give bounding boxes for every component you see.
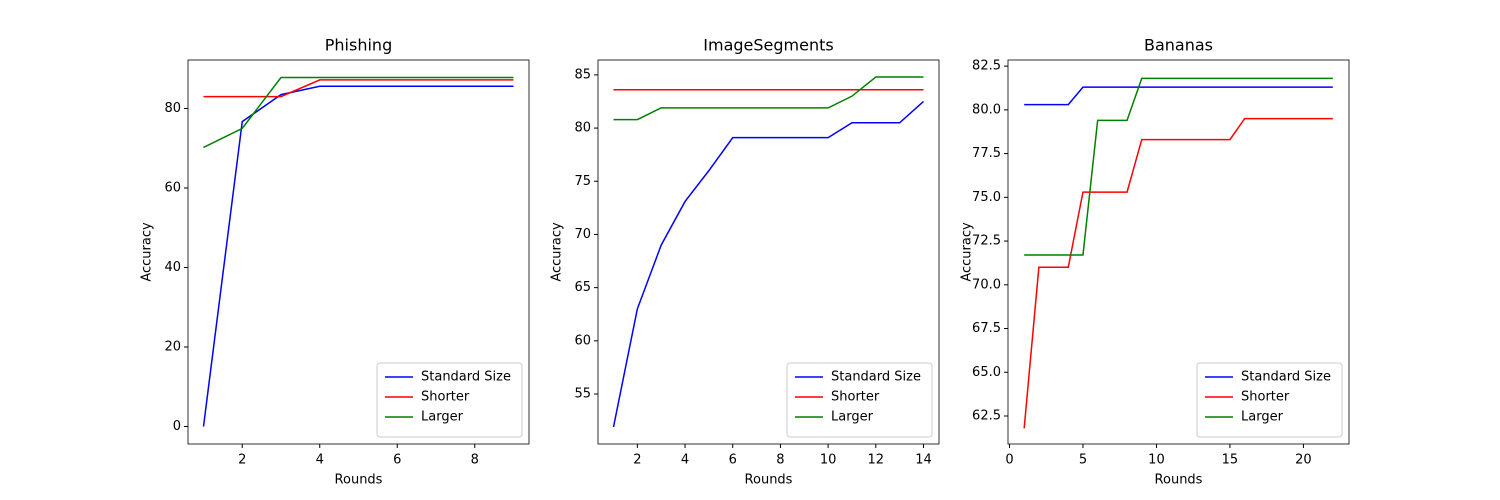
x-tick-label: 0: [1005, 453, 1013, 468]
chart-title: Bananas: [1144, 36, 1213, 55]
y-tick-label: 75: [574, 174, 591, 189]
series-line: [1023, 117, 1333, 429]
y-tick-label: 20: [164, 340, 181, 355]
legend-box: [786, 362, 933, 438]
y-tick-label: 75.0: [972, 190, 1001, 205]
legend: Standard Size Shorter Larger: [1196, 362, 1343, 438]
chart-title: ImageSegments: [703, 36, 833, 55]
x-tick-label: 10: [820, 453, 837, 468]
y-axis-label: Accuracy: [550, 222, 565, 282]
y-tick-label: 82.5: [972, 59, 1001, 74]
legend-label: Shorter: [421, 390, 470, 405]
y-tick-label: 70.0: [972, 277, 1001, 292]
x-tick-label: 5: [1079, 453, 1087, 468]
y-tick-label: 55: [574, 387, 591, 402]
x-axis-label: Rounds: [335, 473, 383, 488]
chart-title: Phishing: [325, 36, 392, 55]
plot-frame: [187, 59, 530, 445]
y-tick-label: 60: [574, 333, 591, 348]
y-tick-label: 80: [574, 121, 591, 136]
x-tick-label: 15: [1222, 453, 1239, 468]
y-tick-label: 65: [574, 280, 591, 295]
legend: Standard Size Shorter Larger: [376, 362, 523, 438]
legend-label: Standard Size: [1241, 370, 1331, 385]
legend-box: [1196, 362, 1343, 438]
y-tick-label: 77.5: [972, 146, 1001, 161]
x-axis-label: Rounds: [1155, 473, 1203, 488]
series-line: [1024, 86, 1333, 106]
plot-frame: [597, 59, 940, 445]
x-tick-label: 4: [316, 453, 324, 468]
series-line: [203, 79, 514, 98]
legend-label: Shorter: [1241, 390, 1290, 405]
x-axis-label: Rounds: [745, 473, 793, 488]
legend-label: Standard Size: [831, 370, 921, 385]
y-tick-label: 72.5: [972, 234, 1001, 249]
legend-label: Larger: [831, 410, 874, 425]
y-tick-label: 62.5: [972, 409, 1001, 424]
x-tick-label: 12: [868, 453, 885, 468]
series-line: [612, 100, 924, 428]
x-tick-label: 8: [471, 453, 479, 468]
x-tick-label: 6: [393, 453, 401, 468]
x-tick-label: 10: [1148, 453, 1165, 468]
legend-label: Shorter: [831, 390, 880, 405]
x-tick-label: 2: [238, 453, 246, 468]
x-tick-label: 4: [681, 453, 689, 468]
y-tick-label: 65.0: [972, 365, 1001, 380]
series-line: [1024, 77, 1333, 256]
legend-label: Larger: [1241, 410, 1284, 425]
series-line: [613, 76, 924, 121]
legend-label: Larger: [421, 410, 464, 425]
y-tick-label: 67.5: [972, 321, 1001, 336]
y-tick-label: 80: [164, 101, 181, 116]
legend-label: Standard Size: [421, 370, 511, 385]
y-axis-label: Accuracy: [960, 222, 975, 282]
y-tick-label: 85: [574, 67, 591, 82]
y-tick-label: 60: [164, 181, 181, 196]
x-tick-label: 2: [633, 453, 641, 468]
y-tick-label: 40: [164, 260, 181, 275]
legend: Standard Size Shorter Larger: [786, 362, 933, 438]
y-tick-label: 70: [574, 227, 591, 242]
x-tick-label: 14: [915, 453, 932, 468]
x-tick-label: 8: [776, 453, 784, 468]
x-tick-label: 20: [1295, 453, 1312, 468]
legend-box: [376, 362, 523, 438]
y-tick-label: 0: [173, 419, 181, 434]
plot-frame: [1007, 59, 1350, 445]
y-axis-label: Accuracy: [140, 222, 155, 282]
x-tick-label: 6: [729, 453, 737, 468]
y-tick-label: 80.0: [972, 102, 1001, 117]
series-line: [203, 76, 514, 149]
